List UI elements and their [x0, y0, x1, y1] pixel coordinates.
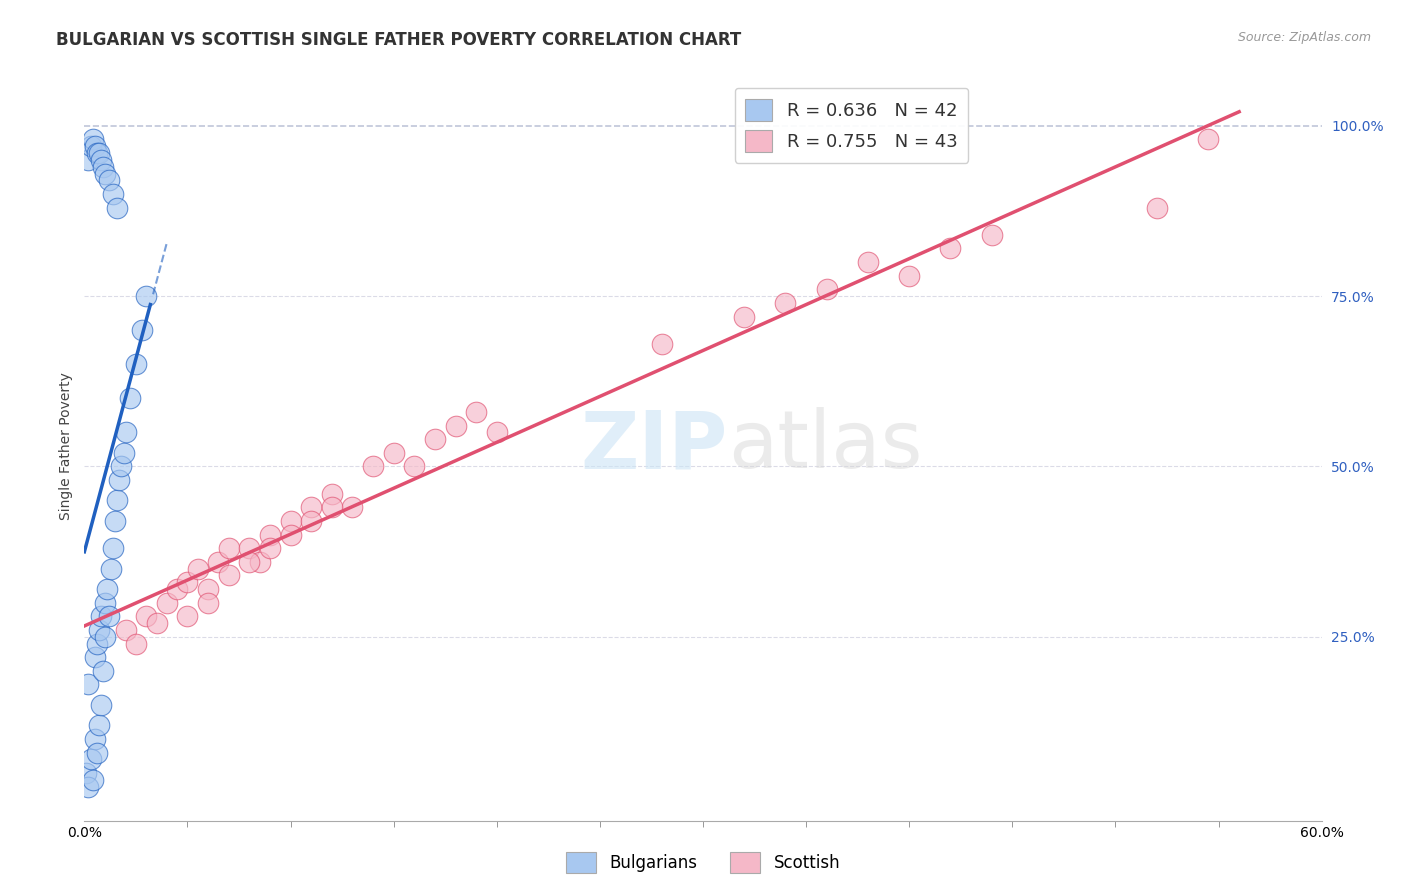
Point	[77, 780, 100, 794]
Point	[299, 514, 322, 528]
Point	[423, 432, 446, 446]
Point	[94, 167, 117, 181]
Point	[100, 561, 122, 575]
Point	[105, 201, 128, 215]
Point	[197, 582, 219, 596]
Point	[939, 242, 962, 256]
Point	[125, 636, 148, 650]
Point	[856, 255, 879, 269]
Point	[77, 677, 100, 691]
Point	[104, 514, 127, 528]
Point	[898, 268, 921, 283]
Point	[1146, 201, 1168, 215]
Point	[259, 527, 281, 541]
Point	[404, 459, 426, 474]
Legend: Bulgarians, Scottish: Bulgarians, Scottish	[560, 846, 846, 880]
Point	[82, 772, 104, 787]
Point	[91, 664, 114, 678]
Point	[197, 596, 219, 610]
Point	[96, 582, 118, 596]
Point	[105, 493, 128, 508]
Point	[79, 139, 101, 153]
Point	[98, 609, 121, 624]
Point	[91, 160, 114, 174]
Point	[94, 596, 117, 610]
Point	[156, 596, 179, 610]
Point	[145, 616, 167, 631]
Point	[83, 731, 105, 746]
Point	[108, 473, 131, 487]
Point	[280, 527, 302, 541]
Point	[110, 459, 132, 474]
Point	[86, 746, 108, 760]
Legend: R = 0.636   N = 42, R = 0.755   N = 43: R = 0.636 N = 42, R = 0.755 N = 43	[734, 88, 969, 162]
Point	[90, 153, 112, 167]
Point	[485, 425, 508, 440]
Point	[131, 323, 153, 337]
Point	[90, 609, 112, 624]
Point	[382, 446, 405, 460]
Point	[980, 227, 1002, 242]
Point	[94, 630, 117, 644]
Point	[321, 500, 343, 515]
Point	[207, 555, 229, 569]
Point	[259, 541, 281, 556]
Point	[79, 752, 101, 766]
Point	[280, 514, 302, 528]
Text: ZIP: ZIP	[581, 407, 728, 485]
Point	[249, 555, 271, 569]
Point	[187, 561, 209, 575]
Point	[135, 289, 157, 303]
Point	[361, 459, 384, 474]
Point	[103, 541, 125, 556]
Point	[112, 446, 135, 460]
Point	[114, 623, 136, 637]
Point	[176, 575, 198, 590]
Point	[651, 336, 673, 351]
Point	[98, 173, 121, 187]
Point	[82, 132, 104, 146]
Point	[75, 766, 97, 780]
Point	[1197, 132, 1219, 146]
Point	[77, 153, 100, 167]
Text: atlas: atlas	[728, 407, 922, 485]
Point	[103, 186, 125, 201]
Point	[118, 392, 141, 406]
Point	[342, 500, 364, 515]
Point	[125, 357, 148, 371]
Point	[86, 636, 108, 650]
Point	[135, 609, 157, 624]
Point	[166, 582, 188, 596]
Point	[815, 282, 838, 296]
Point	[775, 296, 797, 310]
Point	[87, 146, 110, 161]
Point	[90, 698, 112, 712]
Point	[83, 650, 105, 665]
Point	[176, 609, 198, 624]
Text: BULGARIAN VS SCOTTISH SINGLE FATHER POVERTY CORRELATION CHART: BULGARIAN VS SCOTTISH SINGLE FATHER POVE…	[56, 31, 741, 49]
Point	[218, 568, 240, 582]
Point	[465, 405, 488, 419]
Y-axis label: Single Father Poverty: Single Father Poverty	[59, 372, 73, 520]
Point	[299, 500, 322, 515]
Point	[444, 418, 467, 433]
Text: Source: ZipAtlas.com: Source: ZipAtlas.com	[1237, 31, 1371, 45]
Point	[321, 486, 343, 500]
Point	[238, 541, 260, 556]
Point	[218, 541, 240, 556]
Point	[238, 555, 260, 569]
Point	[87, 623, 110, 637]
Point	[83, 139, 105, 153]
Point	[733, 310, 755, 324]
Point	[114, 425, 136, 440]
Point	[87, 718, 110, 732]
Point	[86, 146, 108, 161]
